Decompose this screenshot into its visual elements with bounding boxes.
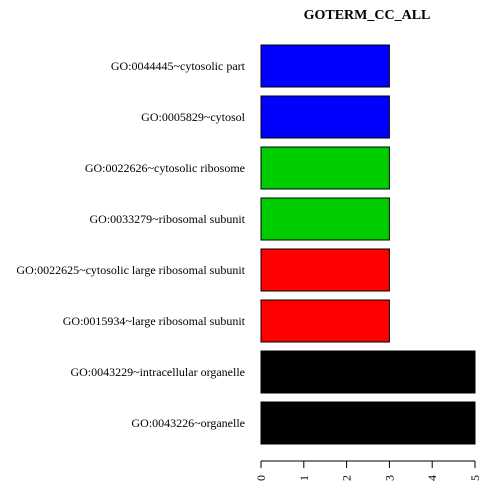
category-labels-group: GO:0044445~cytosolic part GO:0005829~cyto… xyxy=(16,59,245,430)
category-label: GO:0015934~large ribosomal subunit xyxy=(63,314,246,328)
category-label: GO:0022626~cytosolic ribosome xyxy=(85,161,245,175)
bars-group xyxy=(260,44,476,445)
x-tick-label: 1 xyxy=(297,475,311,481)
x-tick-label: 3 xyxy=(382,475,396,481)
bar-3 xyxy=(260,146,390,190)
x-axis: 0 1 2 3 4 5 xyxy=(254,460,482,481)
x-tick-label: 2 xyxy=(340,475,354,481)
category-label: GO:0033279~ribosomal subunit xyxy=(90,212,246,226)
category-label: GO:0043229~intracellular organelle xyxy=(70,365,245,379)
bar-2 xyxy=(260,95,390,139)
bar-6 xyxy=(260,299,390,343)
x-tick-label: 0 xyxy=(254,475,268,481)
category-label: GO:0044445~cytosolic part xyxy=(111,59,246,73)
bar-1 xyxy=(260,44,390,88)
category-label: GO:0043226~organelle xyxy=(131,416,245,430)
x-tick-label: 5 xyxy=(468,475,482,481)
bar-7 xyxy=(260,350,476,394)
bar-5 xyxy=(260,248,390,292)
category-label: GO:0022625~cytosolic large ribosomal sub… xyxy=(16,263,245,277)
chart-title: GOTERM_CC_ALL xyxy=(304,8,431,23)
bar-4 xyxy=(260,197,390,241)
category-label: GO:0005829~cytosol xyxy=(141,110,245,124)
x-tick-label: 4 xyxy=(425,475,439,481)
bar-8 xyxy=(260,401,476,445)
